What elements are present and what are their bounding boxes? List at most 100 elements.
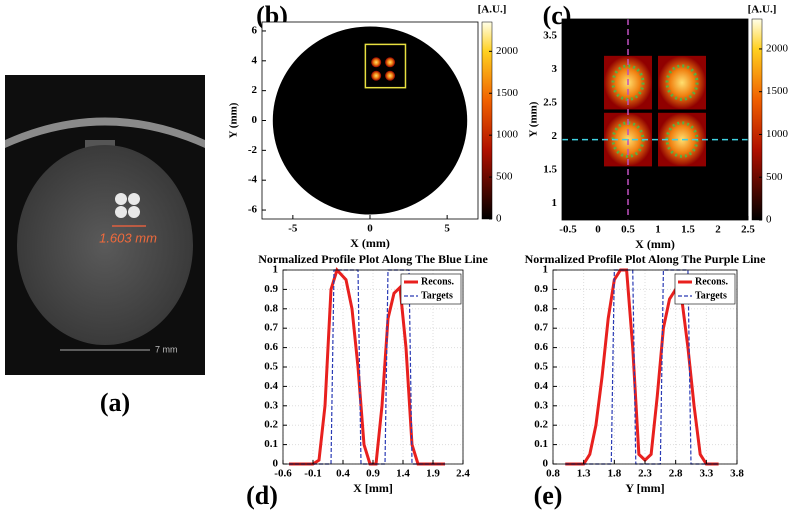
y-tick-label: 0.9 <box>264 283 278 295</box>
y-tick-label: 1.5 <box>543 163 557 175</box>
x-tick-label: 3.3 <box>699 468 713 480</box>
x-tick-label: -0.6 <box>274 468 292 480</box>
y-tick-label: 0.4 <box>264 380 278 392</box>
colorbar-tick-label: 1000 <box>766 128 789 140</box>
colorbar <box>751 18 763 221</box>
x-tick-label: 2.3 <box>638 468 652 480</box>
ct-image <box>5 75 205 375</box>
x-tick-label: 0.5 <box>621 224 635 236</box>
x-tick-label: -0.1 <box>304 468 321 480</box>
colorbar-tick-label: 2000 <box>496 45 519 57</box>
y-tick-label: 0.2 <box>264 419 278 431</box>
y-tick-label: 0.5 <box>534 361 548 373</box>
zoom-box <box>364 43 407 89</box>
y-tick-label: 0.6 <box>264 341 278 353</box>
legend-box <box>674 273 736 305</box>
y-tick-label: 1 <box>543 264 549 276</box>
x-axis-label: X [mm] <box>353 481 393 495</box>
y-axis-label: Y (mm) <box>528 101 540 137</box>
x-tick-label: 0 <box>595 224 601 236</box>
scale-label: 7 mm <box>155 344 178 354</box>
chart-title: Normalized Profile Plot Along The Purple… <box>525 252 767 266</box>
y-tick-label: 0 <box>252 114 258 126</box>
y-tick-label: 2.5 <box>543 96 557 108</box>
axes-frame <box>561 18 749 221</box>
x-tick-label: 2 <box>715 224 721 236</box>
x-axis-label: X (mm) <box>350 236 390 250</box>
panel-label: (e) <box>534 481 563 510</box>
y-tick-label: 0 <box>543 458 549 470</box>
x-axis-label: X (mm) <box>635 237 675 251</box>
x-tick-label: 5 <box>444 223 450 235</box>
x-tick-label: 2.8 <box>669 468 683 480</box>
x-tick-label: 0.4 <box>336 468 350 480</box>
x-tick-label: 1.9 <box>426 468 440 480</box>
y-tick-label: 0.8 <box>534 302 548 314</box>
y-tick-label: -2 <box>248 144 258 156</box>
y-tick-label: 1 <box>552 197 558 209</box>
legend-label: Targets <box>421 290 453 301</box>
colorbar-tick-label: 500 <box>766 171 783 183</box>
spot <box>371 70 382 81</box>
x-tick-label: 1.4 <box>396 468 410 480</box>
panel-label: (a) <box>100 388 130 417</box>
spot <box>385 70 396 81</box>
y-tick-label: 0.1 <box>264 438 278 450</box>
y-tick-label: 3 <box>552 63 558 75</box>
y-tick-label: 3.5 <box>543 29 557 41</box>
y-tick-label: 0.9 <box>534 283 548 295</box>
y-axis-label: Y (mm) <box>228 102 240 138</box>
spot <box>385 57 396 68</box>
x-tick-label: 2.4 <box>456 468 470 480</box>
x-tick-label: 0 <box>367 223 373 235</box>
y-tick-label: 0.2 <box>534 419 548 431</box>
x-tick-label: 3.8 <box>730 468 744 480</box>
target-outline <box>665 64 699 101</box>
y-tick-label: 1 <box>273 264 279 276</box>
colorbar-tick-label: 1500 <box>766 85 789 97</box>
y-tick-label: 0.1 <box>534 438 548 450</box>
y-tick-label: 0.7 <box>534 322 548 334</box>
y-tick-label: -4 <box>248 174 258 186</box>
series-line <box>289 267 445 466</box>
series-line <box>289 269 445 465</box>
y-tick-label: 0.4 <box>534 380 548 392</box>
y-tick-label: 0.5 <box>264 361 278 373</box>
colorbar <box>481 21 493 220</box>
spot <box>658 55 706 110</box>
colorbar-tick-label: 1500 <box>496 87 519 99</box>
phantom <box>272 26 468 215</box>
legend-label: Targets <box>695 290 727 301</box>
y-tick-label: 4 <box>252 54 258 66</box>
y-tick-label: 2 <box>552 130 558 142</box>
target-outline <box>611 64 645 101</box>
y-tick-label: 0.6 <box>534 341 548 353</box>
x-tick-label: 1 <box>655 224 661 236</box>
x-tick-label: 2.5 <box>741 224 755 236</box>
colorbar-tick-label: 500 <box>496 171 513 183</box>
colorbar-tick-label: 2000 <box>766 42 789 54</box>
spot <box>371 57 382 68</box>
x-tick-label: 0.8 <box>546 468 560 480</box>
x-tick-label: 1.3 <box>577 468 591 480</box>
y-tick-label: -6 <box>248 204 258 216</box>
y-tick-label: 2 <box>252 84 258 96</box>
colorbar-tick-label: 1000 <box>496 129 519 141</box>
y-tick-label: 0.8 <box>264 302 278 314</box>
legend-box <box>400 273 462 305</box>
colorbar-label: [A.U.] <box>748 4 777 16</box>
colorbar-label: [A.U.] <box>478 4 507 16</box>
x-tick-label: -5 <box>288 223 298 235</box>
legend-label: Recons. <box>695 276 729 287</box>
y-tick-label: 0.7 <box>264 322 278 334</box>
y-tick-label: 0 <box>273 458 279 470</box>
colorbar-tick-label: 0 <box>496 213 502 225</box>
y-tick-label: 0.3 <box>264 399 278 411</box>
x-tick-label: 1.8 <box>607 468 621 480</box>
x-tick-label: 1.5 <box>681 224 695 236</box>
legend-label: Recons. <box>421 276 455 287</box>
measurement: 1.603 mm <box>99 230 157 245</box>
x-axis-label: Y [mm] <box>625 481 664 495</box>
x-tick-label: -0.5 <box>559 224 577 236</box>
